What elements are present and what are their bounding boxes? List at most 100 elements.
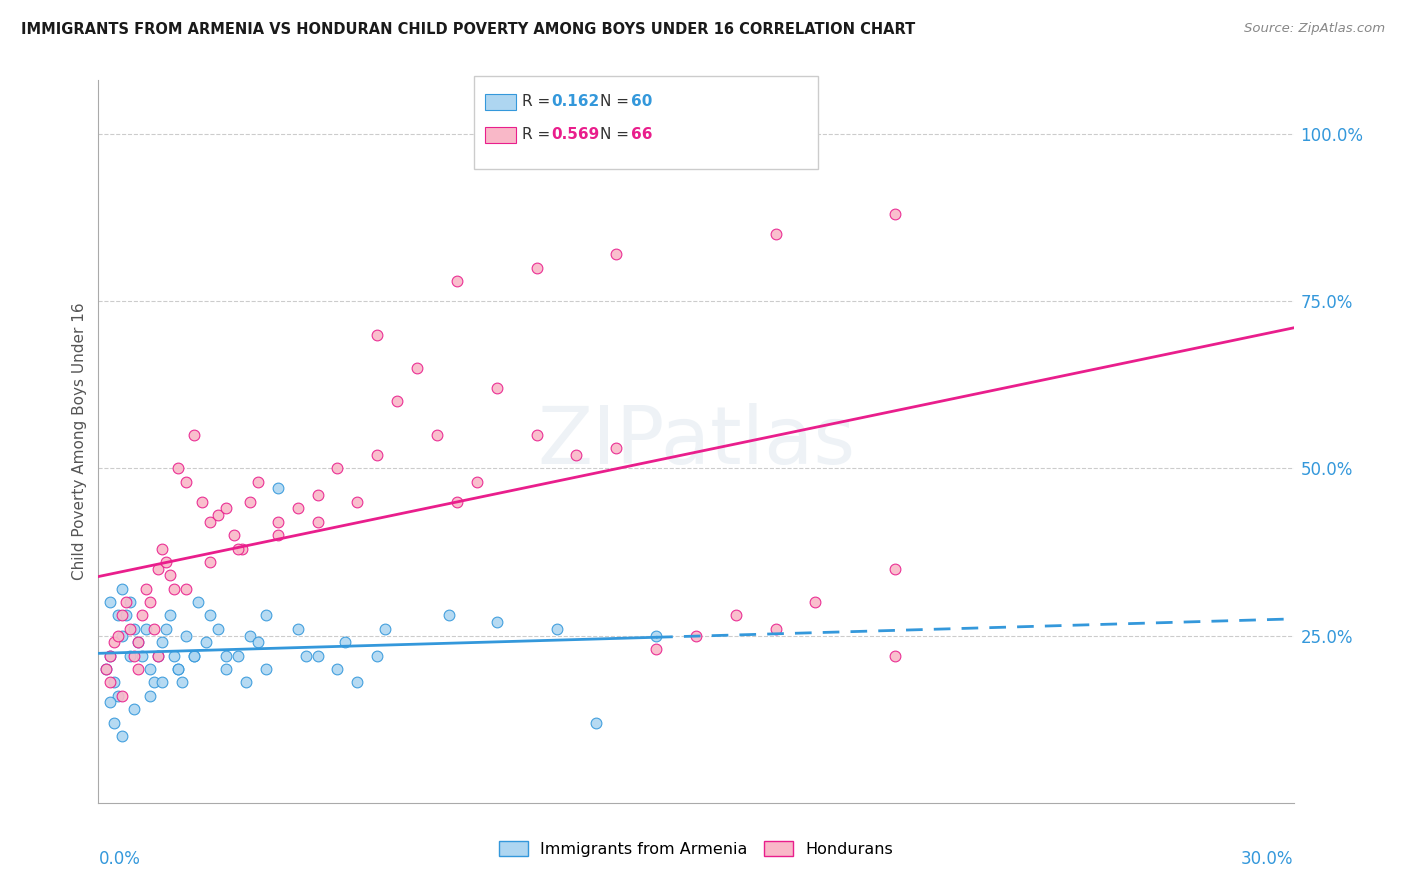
Point	[174, 582, 197, 596]
Point	[139, 662, 162, 676]
Text: Source: ZipAtlas.com: Source: ZipAtlas.com	[1244, 22, 1385, 36]
Point	[98, 696, 122, 710]
Point	[526, 260, 548, 275]
Point	[124, 648, 146, 663]
Point	[198, 555, 221, 569]
Point	[385, 394, 409, 409]
Point	[148, 562, 170, 576]
Point	[884, 562, 907, 576]
Text: 0.162: 0.162	[551, 95, 599, 109]
Point	[174, 475, 197, 489]
Point	[191, 494, 214, 508]
Point	[254, 662, 277, 676]
Point	[884, 648, 907, 663]
Point	[127, 662, 149, 676]
Point	[565, 448, 588, 462]
Point	[167, 662, 190, 676]
Point	[155, 622, 177, 636]
Point	[103, 675, 125, 690]
Point	[120, 622, 142, 636]
Point	[346, 675, 368, 690]
Point	[167, 461, 190, 475]
Point	[131, 608, 153, 623]
Point	[111, 689, 134, 703]
Point	[446, 274, 468, 288]
Point	[167, 662, 190, 676]
Text: R =: R =	[522, 128, 555, 142]
Point	[307, 648, 329, 663]
Point	[307, 515, 329, 529]
Point	[267, 528, 290, 542]
Point	[159, 608, 181, 623]
Point	[115, 595, 138, 609]
Point	[111, 729, 134, 743]
Point	[366, 448, 388, 462]
Point	[115, 608, 138, 623]
Point	[685, 628, 707, 642]
Point	[195, 635, 218, 649]
Point	[127, 635, 149, 649]
Point	[174, 628, 197, 642]
Text: 0.569: 0.569	[551, 128, 599, 142]
Text: 60: 60	[631, 95, 652, 109]
Point	[159, 568, 181, 582]
Point	[366, 648, 388, 663]
Point	[124, 622, 146, 636]
Point	[346, 494, 368, 508]
Point	[645, 628, 668, 642]
Point	[226, 541, 249, 556]
Point	[287, 622, 309, 636]
Point	[120, 648, 142, 663]
Point	[139, 595, 162, 609]
Point	[96, 662, 118, 676]
Point	[246, 475, 269, 489]
Point	[183, 427, 205, 442]
Point	[546, 622, 568, 636]
Point	[139, 689, 162, 703]
Point	[226, 648, 249, 663]
Point	[143, 675, 166, 690]
Point	[335, 635, 357, 649]
Point	[235, 675, 257, 690]
Point	[446, 494, 468, 508]
Point	[98, 648, 122, 663]
Point	[526, 427, 548, 442]
Point	[148, 648, 170, 663]
Legend: Immigrants from Armenia, Hondurans: Immigrants from Armenia, Hondurans	[492, 835, 900, 863]
Point	[107, 689, 129, 703]
Point	[326, 461, 349, 475]
Point	[485, 615, 508, 630]
Point	[143, 622, 166, 636]
Point	[120, 595, 142, 609]
Point	[163, 648, 186, 663]
Point	[96, 662, 118, 676]
Point	[239, 628, 262, 642]
Point	[183, 648, 205, 663]
Point	[98, 675, 122, 690]
Point	[267, 482, 290, 496]
Point	[231, 541, 253, 556]
Text: N =: N =	[600, 128, 634, 142]
Point	[222, 528, 245, 542]
Point	[294, 648, 316, 663]
Point	[239, 494, 262, 508]
Point	[198, 515, 221, 529]
Point	[107, 628, 129, 642]
Point	[183, 648, 205, 663]
Point	[98, 648, 122, 663]
Point	[111, 628, 134, 642]
Point	[366, 327, 388, 342]
Point	[374, 622, 396, 636]
Point	[254, 608, 277, 623]
Point	[163, 582, 186, 596]
Text: 0.0%: 0.0%	[98, 850, 141, 868]
Text: 66: 66	[631, 128, 652, 142]
Text: N =: N =	[600, 95, 634, 109]
Point	[198, 608, 221, 623]
Text: 30.0%: 30.0%	[1241, 850, 1294, 868]
Point	[406, 361, 429, 376]
Point	[585, 715, 607, 730]
Point	[98, 595, 122, 609]
Point	[287, 501, 309, 516]
Point	[127, 635, 149, 649]
